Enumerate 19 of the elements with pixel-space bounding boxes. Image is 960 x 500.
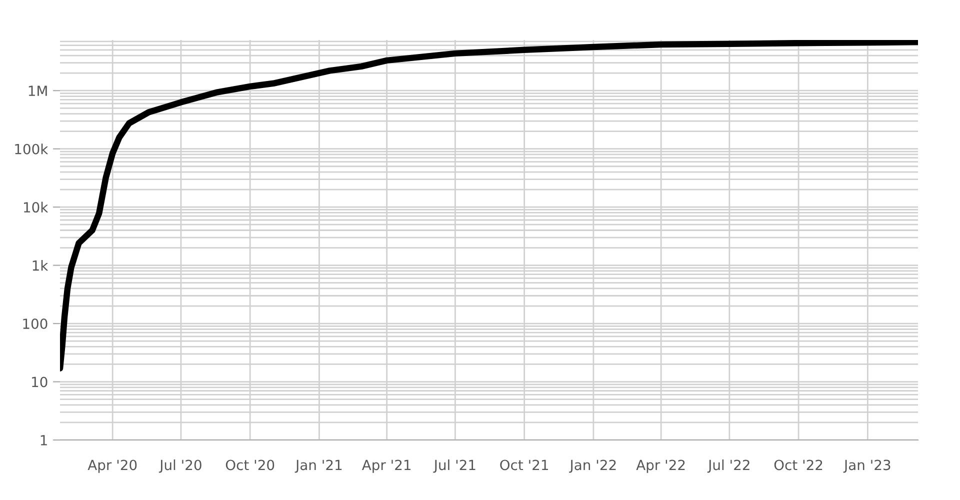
x-tick-label: Jul '22 [707,459,750,473]
y-tick-label: 100k [15,144,48,154]
y-tick-label: 10k [24,202,48,213]
x-tick-label: Oct '20 [226,460,274,470]
x-tick-label: Apr '20 [88,460,137,473]
x-tick-label: Jan '23 [843,460,890,473]
y-tick-label: 1M [28,86,47,96]
x-tick-label: Jan '21 [294,460,342,473]
x-tick-label: Oct '22 [774,460,822,470]
x-tick-label: Oct '21 [500,460,548,470]
x-tick-label: Apr '21 [362,460,411,473]
x-tick-label: Apr '22 [636,460,685,473]
y-tick-label: 1 [40,435,47,446]
y-tick-label: 10 [32,376,48,388]
x-tick-label: Jul '21 [433,459,476,473]
y-tick-label: 100 [23,318,48,330]
y-tick-label: 1k [32,260,48,271]
x-tick-label: Jul '20 [158,459,202,473]
x-tick-label: Jan '22 [569,460,616,473]
